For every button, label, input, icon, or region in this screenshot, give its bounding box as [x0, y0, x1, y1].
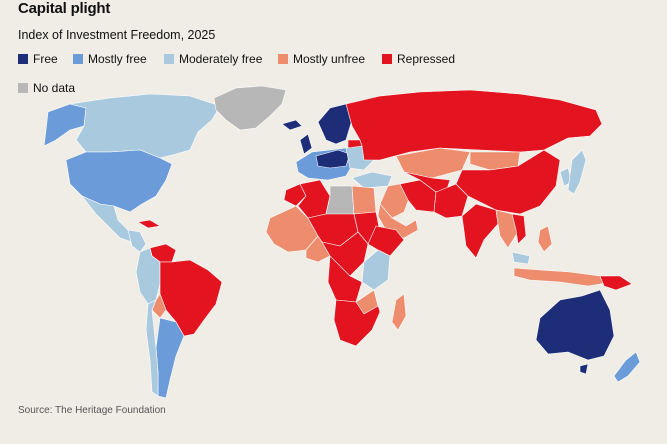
legend-item-free: Free	[18, 52, 58, 66]
legend-label-no-data: No data	[33, 81, 76, 95]
legend-label-mostly-unfree: Mostly unfree	[293, 52, 366, 66]
chart-title: Capital plight	[18, 0, 111, 17]
region-cuba	[137, 219, 161, 229]
region-chile	[145, 299, 159, 397]
region-new-zealand	[613, 351, 641, 383]
region-malaysia	[511, 251, 531, 265]
chart-subtitle: Index of Investment Freedom, 2025	[18, 28, 216, 42]
region-egypt	[351, 185, 377, 215]
region-morocco	[283, 183, 307, 207]
legend-item-repressed: Repressed	[382, 52, 455, 66]
region-indonesia	[513, 267, 613, 287]
region-tasmania	[579, 363, 589, 375]
region-usa	[65, 149, 173, 213]
legend-label-repressed: Repressed	[397, 52, 456, 66]
region-bolivia	[151, 293, 167, 319]
region-uk	[299, 133, 313, 155]
region-philippines	[537, 225, 553, 253]
legend-item-no-data: No data	[18, 81, 75, 95]
region-india	[461, 203, 499, 259]
legend-label-mostly-free: Mostly free	[88, 52, 147, 66]
legend-item-mostly-free: Mostly free	[73, 52, 147, 66]
region-iceland	[281, 119, 303, 131]
region-japan	[567, 149, 587, 195]
legend-item-mostly-unfree: Mostly unfree	[278, 52, 365, 66]
legend-label-free: Free	[33, 52, 58, 66]
region-central-america	[127, 229, 147, 253]
legend-swatch-mostly-free	[73, 54, 83, 64]
legend-swatch-no-data	[18, 83, 28, 93]
legend-swatch-moderately-free	[164, 54, 174, 64]
region-east-africa	[361, 249, 391, 291]
legend-label-moderately-free: Moderately free	[179, 52, 263, 66]
legend-item-moderately-free: Moderately free	[164, 52, 262, 66]
region-papua-new-guinea	[599, 275, 633, 291]
region-colombia-peru	[135, 247, 161, 305]
region-libya	[325, 185, 355, 219]
source-note: Source: The Heritage Foundation	[18, 405, 166, 416]
region-vietnam-laos	[511, 213, 527, 245]
region-china	[455, 149, 561, 215]
region-turkey	[351, 171, 393, 189]
region-russia	[345, 89, 603, 161]
region-greenland	[213, 85, 287, 131]
region-canada	[69, 93, 221, 159]
region-zambia	[355, 289, 379, 315]
region-argentina	[155, 317, 185, 399]
legend-swatch-repressed	[382, 54, 392, 64]
legend-swatch-mostly-unfree	[278, 54, 288, 64]
region-scandinavia	[317, 103, 353, 145]
region-madagascar	[391, 293, 407, 331]
region-central-europe	[315, 149, 351, 169]
legend-swatch-free	[18, 54, 28, 64]
region-australia	[535, 289, 615, 361]
world-map	[43, 85, 641, 399]
